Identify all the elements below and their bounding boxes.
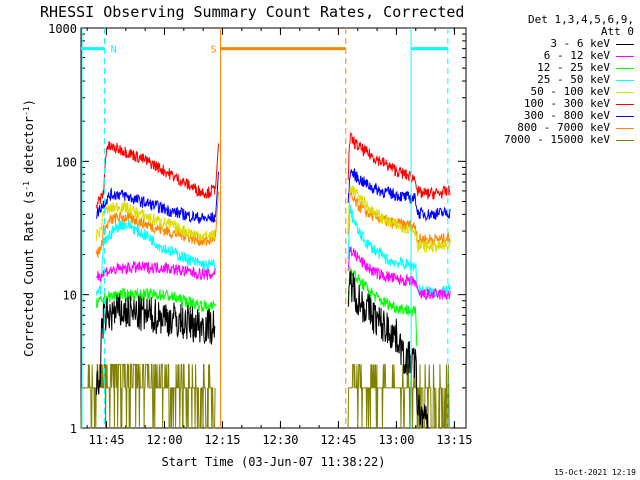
series-line-2 xyxy=(347,167,451,222)
legend-swatch xyxy=(616,44,634,45)
legend-swatch xyxy=(616,128,634,129)
legend-swatch xyxy=(616,56,634,57)
y-tick-label: 1000 xyxy=(48,22,77,36)
series-line-1 xyxy=(96,293,216,395)
series-line-1 xyxy=(96,141,216,209)
legend-entry: 6 - 12 keV xyxy=(484,50,634,62)
legend-label: 25 - 50 keV xyxy=(537,73,610,86)
y-tick-label: 100 xyxy=(55,155,77,169)
plot-frame xyxy=(80,27,467,429)
x-tick-label: 12:45 xyxy=(320,433,356,447)
y-axis-label: Corrected Count Rate (s-1 detector-1) xyxy=(22,99,37,357)
series-line-1 xyxy=(80,363,216,429)
legend-label: 3 - 6 keV xyxy=(550,37,610,50)
legend-swatch xyxy=(616,68,634,69)
legend-header-line-1: Det 1,3,4,5,6,9, xyxy=(528,13,634,26)
legend-entry: 25 - 50 keV xyxy=(484,74,634,86)
legend-label: 800 - 7000 keV xyxy=(517,121,610,134)
legend-label: 7000 - 15000 keV xyxy=(504,133,610,146)
flare-spike xyxy=(215,191,220,238)
series-line-1 xyxy=(96,287,216,314)
x-tick-label: 12:30 xyxy=(262,433,298,447)
x-axis-label: Start Time (03-Jun-07 11:38:22) xyxy=(162,455,386,469)
legend-entry: 3 - 6 keV xyxy=(484,38,634,50)
marker-label: N xyxy=(111,45,117,56)
legend-header-line-2: Att 0 xyxy=(600,25,634,38)
series-line-2 xyxy=(347,265,418,347)
legend-entry: 50 - 100 keV xyxy=(484,86,634,98)
series-line-2 xyxy=(347,363,451,429)
legend-entry: 12 - 25 keV xyxy=(484,62,634,74)
flare-spike xyxy=(215,171,220,218)
series-line-2 xyxy=(347,204,451,298)
series-line-2 xyxy=(347,271,429,429)
legend-entry: 300 - 800 keV xyxy=(484,110,634,122)
series-line-2 xyxy=(347,246,451,301)
legend: Det 1,3,4,5,6,9, Att 0 3 - 6 keV 6 - 12 k… xyxy=(484,14,634,146)
y-tick-label: 1 xyxy=(70,422,77,436)
series-line-1 xyxy=(96,260,216,282)
flare-spike xyxy=(215,143,220,190)
legend-entry: 800 - 7000 keV xyxy=(484,122,634,134)
legend-swatch xyxy=(616,80,634,81)
x-tick-label: 12:15 xyxy=(204,433,240,447)
legend-label: 6 - 12 keV xyxy=(543,49,610,62)
series-line-2 xyxy=(347,131,451,200)
y-tick-label: 10 xyxy=(63,289,77,303)
x-tick-label: 13:15 xyxy=(436,433,472,447)
marker-label: S xyxy=(211,45,217,56)
series-line-1 xyxy=(96,219,216,296)
legend-label: 50 - 100 keV xyxy=(530,85,610,98)
series-line-1 xyxy=(96,201,216,242)
x-tick-label: 13:00 xyxy=(378,433,414,447)
legend-swatch xyxy=(616,140,634,141)
legend-entry: 100 - 300 keV xyxy=(484,98,634,110)
legend-entry: 7000 - 15000 keV xyxy=(484,134,634,146)
legend-label: 300 - 800 keV xyxy=(523,109,610,122)
x-tick-label: 11:45 xyxy=(88,433,124,447)
chart-title: RHESSI Observing Summary Count Rates, Co… xyxy=(40,3,465,21)
series-line-2 xyxy=(347,185,451,253)
legend-swatch xyxy=(616,92,634,93)
footer-timestamp: 15-Oct-2021 12:19 xyxy=(554,468,636,477)
legend-swatch xyxy=(616,116,634,117)
x-tick-label: 12:00 xyxy=(146,433,182,447)
legend-swatch xyxy=(616,104,634,105)
legend-label: 12 - 25 keV xyxy=(537,61,610,74)
legend-label: 100 - 300 keV xyxy=(523,97,610,110)
series-line-1 xyxy=(96,187,216,224)
